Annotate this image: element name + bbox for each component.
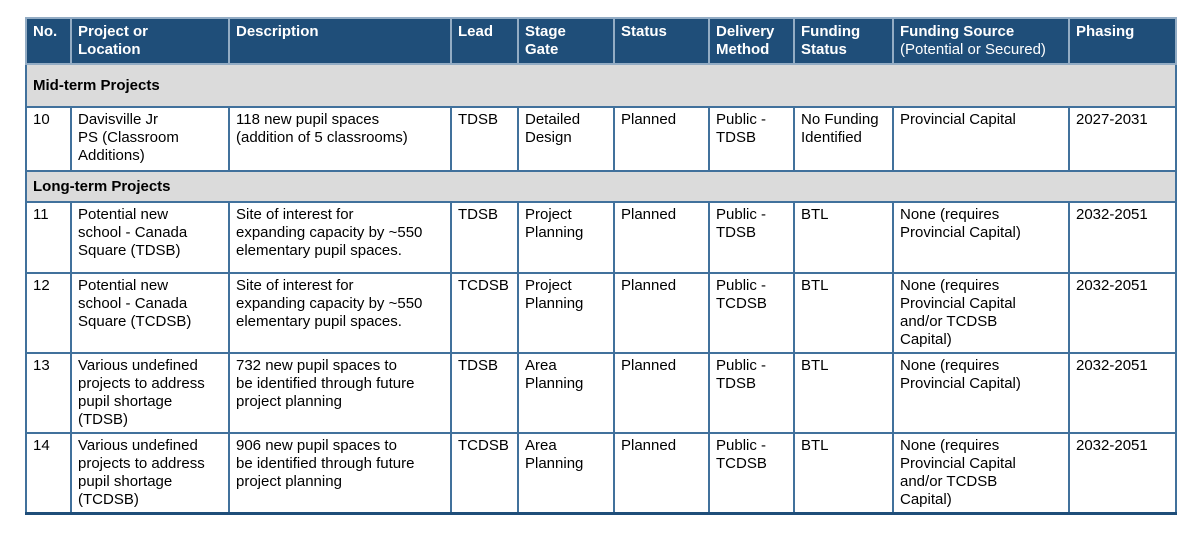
- cell-description: Site of interest for expanding capacity …: [228, 201, 452, 274]
- cell-lead: TDSB: [450, 201, 519, 274]
- col-header-funding-status: Funding Status: [793, 17, 894, 65]
- col-header-delivery-method: Delivery Method: [708, 17, 795, 65]
- header-row: No. Project or Location Description Lead…: [25, 17, 1177, 65]
- section-title-long-term: Long-term Projects: [25, 170, 1177, 203]
- section-row-mid-term: Mid-term Projects: [25, 63, 1177, 108]
- cell-description: 732 new pupil spaces to be identified th…: [228, 352, 452, 434]
- cell-funding-status: No Funding Identified: [793, 106, 894, 172]
- cell-no: 13: [25, 352, 72, 434]
- cell-stage-gate: Area Planning: [517, 352, 615, 434]
- cell-description: Site of interest for expanding capacity …: [228, 272, 452, 354]
- cell-funding-status: BTL: [793, 432, 894, 515]
- cell-no: 12: [25, 272, 72, 354]
- col-header-status: Status: [613, 17, 710, 65]
- cell-project: Potential new school - Canada Square (TC…: [70, 272, 230, 354]
- col-header-phasing: Phasing: [1068, 17, 1177, 65]
- col-header-description: Description: [228, 17, 452, 65]
- cell-lead: TDSB: [450, 352, 519, 434]
- cell-delivery-method: Public - TDSB: [708, 106, 795, 172]
- cell-stage-gate: Area Planning: [517, 432, 615, 515]
- table-row: 12 Potential new school - Canada Square …: [25, 272, 1177, 354]
- cell-lead: TCDSB: [450, 432, 519, 515]
- cell-stage-gate: Detailed Design: [517, 106, 615, 172]
- cell-status: Planned: [613, 352, 710, 434]
- cell-description: 118 new pupil spaces (addition of 5 clas…: [228, 106, 452, 172]
- section-row-long-term: Long-term Projects: [25, 170, 1177, 203]
- cell-status: Planned: [613, 201, 710, 274]
- cell-lead: TCDSB: [450, 272, 519, 354]
- cell-stage-gate: Project Planning: [517, 201, 615, 274]
- funding-source-subtitle: (Potential or Secured): [900, 41, 1046, 58]
- col-header-lead: Lead: [450, 17, 519, 65]
- cell-phasing: 2032-2051: [1068, 272, 1177, 354]
- section-title-mid-term: Mid-term Projects: [25, 63, 1177, 108]
- cell-description: 906 new pupil spaces to be identified th…: [228, 432, 452, 515]
- cell-delivery-method: Public - TDSB: [708, 201, 795, 274]
- cell-no: 14: [25, 432, 72, 515]
- cell-no: 10: [25, 106, 72, 172]
- cell-status: Planned: [613, 272, 710, 354]
- table-row: 13 Various undefined projects to address…: [25, 352, 1177, 434]
- cell-funding-source: None (requires Provincial Capital and/or…: [892, 432, 1070, 515]
- cell-funding-source: None (requires Provincial Capital): [892, 352, 1070, 434]
- col-header-stage-gate: Stage Gate: [517, 17, 615, 65]
- cell-delivery-method: Public - TCDSB: [708, 432, 795, 515]
- cell-phasing: 2032-2051: [1068, 432, 1177, 515]
- cell-stage-gate: Project Planning: [517, 272, 615, 354]
- cell-phasing: 2032-2051: [1068, 201, 1177, 274]
- cell-project: Various undefined projects to address pu…: [70, 352, 230, 434]
- cell-status: Planned: [613, 432, 710, 515]
- cell-funding-source: None (requires Provincial Capital): [892, 201, 1070, 274]
- cell-funding-source: None (requires Provincial Capital and/or…: [892, 272, 1070, 354]
- funding-source-title: Funding Source: [900, 23, 1015, 40]
- table-row: 11 Potential new school - Canada Square …: [25, 201, 1177, 274]
- cell-no: 11: [25, 201, 72, 274]
- table-row: 14 Various undefined projects to address…: [25, 432, 1177, 515]
- cell-project: Potential new school - Canada Square (TD…: [70, 201, 230, 274]
- cell-funding-source: Provincial Capital: [892, 106, 1070, 172]
- cell-delivery-method: Public - TDSB: [708, 352, 795, 434]
- col-header-project-or-location: Project or Location: [70, 17, 230, 65]
- cell-funding-status: BTL: [793, 272, 894, 354]
- table-row: 10 Davisville Jr PS (Classroom Additions…: [25, 106, 1177, 172]
- cell-funding-status: BTL: [793, 201, 894, 274]
- col-header-no: No.: [25, 17, 72, 65]
- col-header-funding-source: Funding Source (Potential or Secured): [892, 17, 1070, 65]
- projects-table: No. Project or Location Description Lead…: [25, 17, 1177, 515]
- cell-phasing: 2027-2031: [1068, 106, 1177, 172]
- cell-project: Davisville Jr PS (Classroom Additions): [70, 106, 230, 172]
- cell-phasing: 2032-2051: [1068, 352, 1177, 434]
- cell-delivery-method: Public - TCDSB: [708, 272, 795, 354]
- cell-project: Various undefined projects to address pu…: [70, 432, 230, 515]
- cell-status: Planned: [613, 106, 710, 172]
- cell-lead: TDSB: [450, 106, 519, 172]
- cell-funding-status: BTL: [793, 352, 894, 434]
